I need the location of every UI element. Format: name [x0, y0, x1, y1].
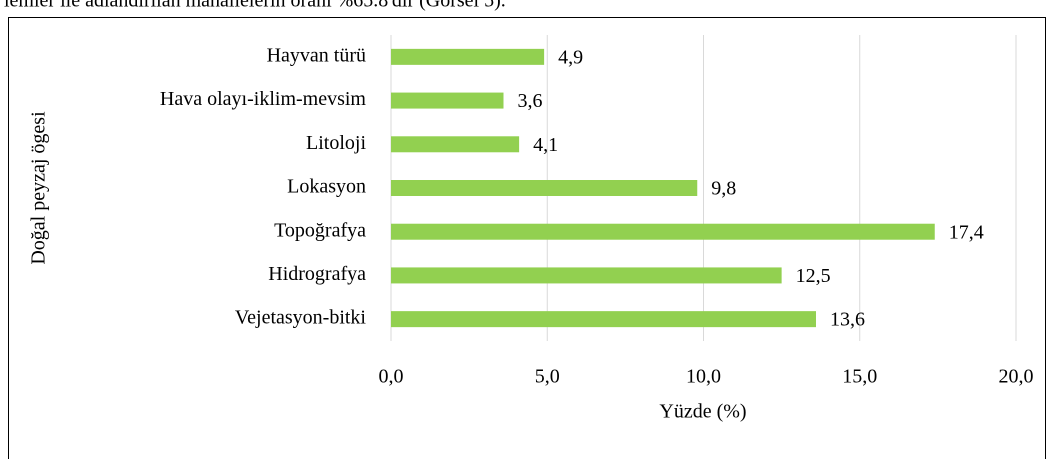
value-label: 3,6	[518, 90, 543, 112]
frame	[8, 17, 1046, 459]
y-tick-label: Hidrografya	[268, 263, 366, 285]
bar	[391, 223, 935, 240]
y-axis-label: Doğal peyzaj ögesi	[28, 111, 50, 265]
y-tick-label: Hava olayı-iklim-mevsim	[160, 88, 367, 110]
y-tick-label: Lokasyon	[287, 176, 366, 198]
x-tick-label: 10,0	[686, 366, 721, 388]
x-tick-label: 0,0	[379, 366, 404, 388]
bar	[391, 180, 698, 196]
x-axis-label: Yüzde (%)	[659, 401, 746, 423]
bar	[391, 311, 816, 328]
y-tick-label: Vejetasyon-bitki	[235, 307, 367, 329]
value-label: 13,6	[830, 309, 865, 331]
y-tick-label: Topoğrafya	[274, 219, 366, 241]
caption: lemler ile adlandırılan mahallelerin ora…	[4, 0, 506, 12]
y-tick-label: Litoloji	[306, 132, 366, 154]
bar	[391, 48, 545, 65]
y-tick-label: Hayvan türü	[267, 44, 366, 66]
value-label: 4,9	[558, 46, 583, 68]
bar	[391, 136, 520, 153]
value-label: 9,8	[711, 178, 736, 200]
bar	[391, 267, 782, 284]
value-label: 12,5	[796, 265, 831, 287]
value-label: 4,1	[533, 134, 558, 156]
value-label: 17,4	[949, 221, 984, 243]
x-tick-label: 15,0	[842, 366, 877, 388]
x-tick-label: 20,0	[999, 366, 1034, 388]
x-tick-label: 5,0	[535, 366, 560, 388]
bar	[391, 92, 504, 109]
